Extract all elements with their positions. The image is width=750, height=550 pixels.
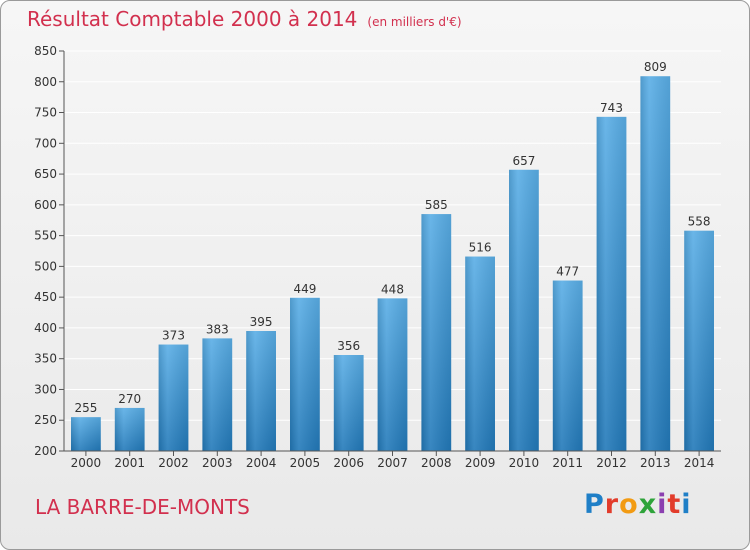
y-tick-label: 600: [34, 198, 57, 212]
value-label-2012: 743: [600, 101, 623, 115]
place-name: LA BARRE-DE-MONTS: [35, 495, 250, 519]
bar-shade-2005: [290, 297, 320, 451]
proxiti-logo: Proxiti: [584, 489, 692, 520]
value-label-2004: 395: [250, 315, 273, 329]
bar-shade-2000: [71, 417, 101, 451]
y-tick-label: 300: [34, 382, 57, 396]
bar-shade-2008: [421, 214, 452, 451]
bar-shade-2011: [552, 280, 583, 451]
value-label-2013: 809: [644, 60, 667, 74]
bars: [71, 76, 714, 451]
value-label-2011: 477: [556, 265, 579, 279]
y-tick-label: 250: [34, 413, 57, 427]
value-label-2002: 373: [162, 329, 185, 343]
bar-shade-2013: [640, 76, 671, 451]
x-tick-label-2014: 2014: [684, 456, 715, 470]
value-label-2007: 448: [381, 282, 404, 296]
x-tick-label-2004: 2004: [246, 456, 277, 470]
value-label-2000: 255: [74, 401, 97, 415]
value-label-2003: 383: [206, 322, 229, 336]
x-tick-label-2012: 2012: [596, 456, 627, 470]
x-tick-label-2009: 2009: [465, 456, 496, 470]
x-tick-label-2013: 2013: [640, 456, 671, 470]
bar-shade-2012: [596, 116, 627, 451]
chart-unit-note: (en milliers d'€): [367, 15, 462, 29]
bar-shade-2007: [377, 298, 408, 451]
x-tick-label-2011: 2011: [552, 456, 583, 470]
value-label-2006: 356: [337, 339, 360, 353]
value-label-2010: 657: [512, 154, 535, 168]
x-tick-label-2007: 2007: [377, 456, 408, 470]
value-label-2005: 449: [293, 282, 316, 296]
bar-shade-2002: [158, 344, 189, 451]
value-label-2008: 585: [425, 198, 448, 212]
x-tick-label-2000: 2000: [71, 456, 102, 470]
x-tick-label-2006: 2006: [333, 456, 364, 470]
bar-shade-2009: [465, 256, 495, 451]
y-tick-label: 650: [34, 167, 57, 181]
y-tick-label: 800: [34, 75, 57, 89]
bar-shade-2010: [509, 169, 539, 451]
bar-shade-2001: [114, 407, 145, 451]
y-tick-label: 400: [34, 321, 57, 335]
y-tick-label: 450: [34, 290, 57, 304]
y-tick-label: 200: [34, 444, 57, 458]
x-tick-label-2010: 2010: [509, 456, 540, 470]
bar-shade-2014: [684, 230, 714, 451]
x-tick-label-2001: 2001: [114, 456, 145, 470]
value-label-2014: 558: [688, 215, 711, 229]
axes: 200 250 300 350 400 450 500 550 600 650 700 750 800 8…: [34, 44, 721, 470]
bar-shade-2004: [246, 331, 276, 451]
value-label-2001: 270: [118, 392, 141, 406]
chart-title: Résultat Comptable 2000 à 2014 (en millie…: [27, 7, 462, 31]
x-tick-label-2005: 2005: [290, 456, 321, 470]
y-tick-label: 700: [34, 136, 57, 150]
y-tick-label: 850: [34, 44, 57, 58]
bar-shade-2003: [202, 338, 233, 451]
x-tick-label-2008: 2008: [421, 456, 452, 470]
y-tick-label: 350: [34, 352, 57, 366]
x-tick-label-2003: 2003: [202, 456, 233, 470]
value-labels: 255 270 373 383 395 449 356 448 585 516 657 477 743 8…: [74, 60, 710, 415]
y-tick-label: 550: [34, 229, 57, 243]
bar-shade-2006: [333, 355, 364, 451]
value-label-2009: 516: [469, 241, 492, 255]
x-tick-label-2002: 2002: [158, 456, 189, 470]
y-tick-label: 500: [34, 259, 57, 273]
y-tick-label: 750: [34, 106, 57, 120]
chart-title-text: Résultat Comptable 2000 à 2014: [27, 7, 358, 31]
